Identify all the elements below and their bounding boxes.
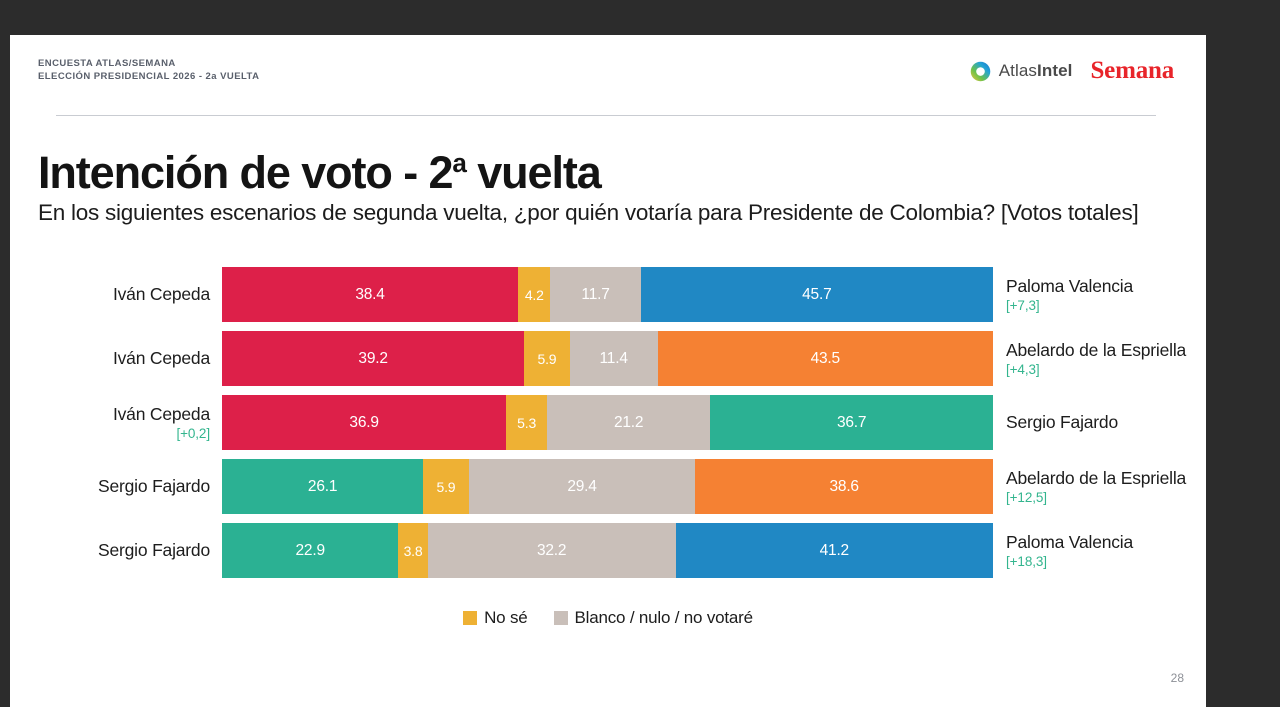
row-left-label-group: Iván Cepeda bbox=[10, 331, 222, 386]
stacked-bar: 36.9 5.3 21.2 36.7 bbox=[222, 395, 993, 450]
stacked-bar: 39.2 5.9 11.4 43.5 bbox=[222, 331, 993, 386]
row-left-label-group: Iván Cepeda bbox=[10, 267, 222, 322]
segment-left-candidate: 39.2 bbox=[222, 331, 525, 386]
left-candidate-name: Iván Cepeda bbox=[112, 284, 210, 304]
atlas-word-light: Atlas bbox=[998, 61, 1038, 80]
row-left-label-group: Sergio Fajardo bbox=[10, 459, 222, 514]
chart-row: Sergio Fajardo 26.1 5.9 29.4 38.6 Abelardo de… bbox=[10, 459, 1206, 514]
row-left-label-group: Iván Cepeda [+0,2] bbox=[10, 395, 222, 450]
right-candidate-name: Paloma Valencia bbox=[1006, 275, 1134, 296]
segment-left-candidate: 38.4 bbox=[222, 267, 519, 322]
chart-row: Sergio Fajardo 22.9 3.8 32.2 41.2 Paloma Vale… bbox=[10, 523, 1206, 578]
segment-blanco-nulo: 11.4 bbox=[569, 331, 658, 386]
segment-right-candidate: 41.2 bbox=[675, 523, 993, 578]
chart-legend: No sé Blanco / nulo / no votaré bbox=[10, 608, 1206, 628]
header-logos: AtlasIntel Semana bbox=[969, 57, 1174, 85]
page-title-tail: vuelta bbox=[465, 147, 602, 198]
segment-blanco-nulo: 21.2 bbox=[547, 395, 711, 450]
page-title-main: Intención de voto - 2 bbox=[38, 147, 454, 198]
page-subtitle: En los siguientes escenarios de segunda … bbox=[38, 200, 1139, 225]
right-candidate-name: Paloma Valencia bbox=[1006, 531, 1134, 552]
legend-item-blanco-nulo: Blanco / nulo / no votaré bbox=[553, 608, 754, 628]
atlasintel-wordmark: AtlasIntel bbox=[999, 61, 1073, 81]
left-candidate-name: Iván Cepeda bbox=[112, 348, 210, 368]
segment-right-candidate: 43.5 bbox=[657, 331, 993, 386]
right-candidate-name: Abelardo de la Espriella bbox=[1006, 339, 1187, 360]
segment-right-candidate: 38.6 bbox=[695, 459, 993, 514]
header-eyebrow-line1: ENCUESTA ATLAS/SEMANA bbox=[38, 58, 176, 69]
stacked-bar: 22.9 3.8 32.2 41.2 bbox=[222, 523, 993, 578]
segment-no-se: 4.2 bbox=[518, 267, 551, 322]
row-right-label-group: Paloma Valencia [+7,3] bbox=[993, 267, 1206, 322]
stacked-bar: 38.4 4.2 11.7 45.7 bbox=[222, 267, 993, 322]
legend-item-no-se: No sé bbox=[463, 608, 528, 628]
diverging-bar-chart: Iván Cepeda 38.4 4.2 11.7 45.7 Paloma Valenci… bbox=[10, 267, 1206, 587]
left-candidate-name: Sergio Fajardo bbox=[98, 476, 210, 496]
right-candidate-name: Abelardo de la Espriella bbox=[1006, 467, 1187, 488]
legend-label: No sé bbox=[484, 608, 528, 627]
semana-logo: Semana bbox=[1090, 57, 1174, 84]
row-right-label-group: Abelardo de la Espriella [+4,3] bbox=[993, 331, 1206, 386]
legend-label: Blanco / nulo / no votaré bbox=[574, 608, 754, 627]
chart-row: Iván Cepeda [+0,2] 36.9 5.3 21.2 36.7 Sergio F… bbox=[10, 395, 1206, 450]
row-right-label-group: Abelardo de la Espriella [+12,5] bbox=[993, 459, 1206, 514]
slide-canvas: ENCUESTA ATLAS/SEMANA ELECCIÓN PRESIDENC… bbox=[10, 35, 1206, 707]
right-margin-label: [+12,5] bbox=[1006, 489, 1047, 505]
segment-left-candidate: 36.9 bbox=[222, 395, 507, 450]
row-left-label-group: Sergio Fajardo bbox=[10, 523, 222, 578]
segment-left-candidate: 22.9 bbox=[222, 523, 399, 578]
right-candidate-name: Sergio Fajardo bbox=[1006, 412, 1118, 432]
segment-right-candidate: 45.7 bbox=[640, 267, 993, 322]
page-title-ordinal: a bbox=[452, 148, 467, 178]
legend-swatch-icon bbox=[463, 611, 478, 625]
segment-no-se: 5.3 bbox=[506, 395, 548, 450]
atlasintel-logo: AtlasIntel bbox=[969, 60, 1073, 83]
segment-left-candidate: 26.1 bbox=[222, 459, 424, 514]
row-right-label-group: Paloma Valencia [+18,3] bbox=[993, 523, 1206, 578]
stacked-bar: 26.1 5.9 29.4 38.6 bbox=[222, 459, 993, 514]
segment-blanco-nulo: 32.2 bbox=[427, 523, 676, 578]
segment-right-candidate: 36.7 bbox=[710, 395, 993, 450]
segment-blanco-nulo: 11.7 bbox=[550, 267, 641, 322]
atlas-word-bold: Intel bbox=[1037, 61, 1073, 80]
left-margin-label: [+0,2] bbox=[176, 425, 210, 441]
atlas-ring-icon bbox=[970, 61, 990, 81]
segment-blanco-nulo: 29.4 bbox=[468, 459, 696, 514]
page-title: Intención de voto - 2a vuelta bbox=[38, 137, 602, 199]
chart-row: Iván Cepeda 39.2 5.9 11.4 43.5 Abelardo de la… bbox=[10, 331, 1206, 386]
header-eyebrow: ENCUESTA ATLAS/SEMANA ELECCIÓN PRESIDENC… bbox=[38, 57, 259, 83]
page-number: 28 bbox=[1170, 671, 1184, 685]
segment-no-se: 5.9 bbox=[524, 331, 570, 386]
left-candidate-name: Iván Cepeda bbox=[112, 403, 210, 424]
left-candidate-name: Sergio Fajardo bbox=[98, 540, 210, 560]
row-right-label-group: Sergio Fajardo bbox=[993, 395, 1206, 450]
segment-no-se: 5.9 bbox=[423, 459, 469, 514]
segment-no-se: 3.8 bbox=[398, 523, 428, 578]
right-margin-label: [+18,3] bbox=[1006, 553, 1047, 569]
right-margin-label: [+4,3] bbox=[1006, 361, 1040, 377]
header-divider bbox=[56, 115, 1156, 116]
legend-swatch-icon bbox=[553, 611, 568, 625]
right-margin-label: [+7,3] bbox=[1006, 297, 1040, 313]
slide-header: ENCUESTA ATLAS/SEMANA ELECCIÓN PRESIDENC… bbox=[28, 57, 1188, 116]
chart-row: Iván Cepeda 38.4 4.2 11.7 45.7 Paloma Valenci… bbox=[10, 267, 1206, 322]
header-eyebrow-line2: ELECCIÓN PRESIDENCIAL 2026 - 2a VUELTA bbox=[38, 71, 260, 82]
